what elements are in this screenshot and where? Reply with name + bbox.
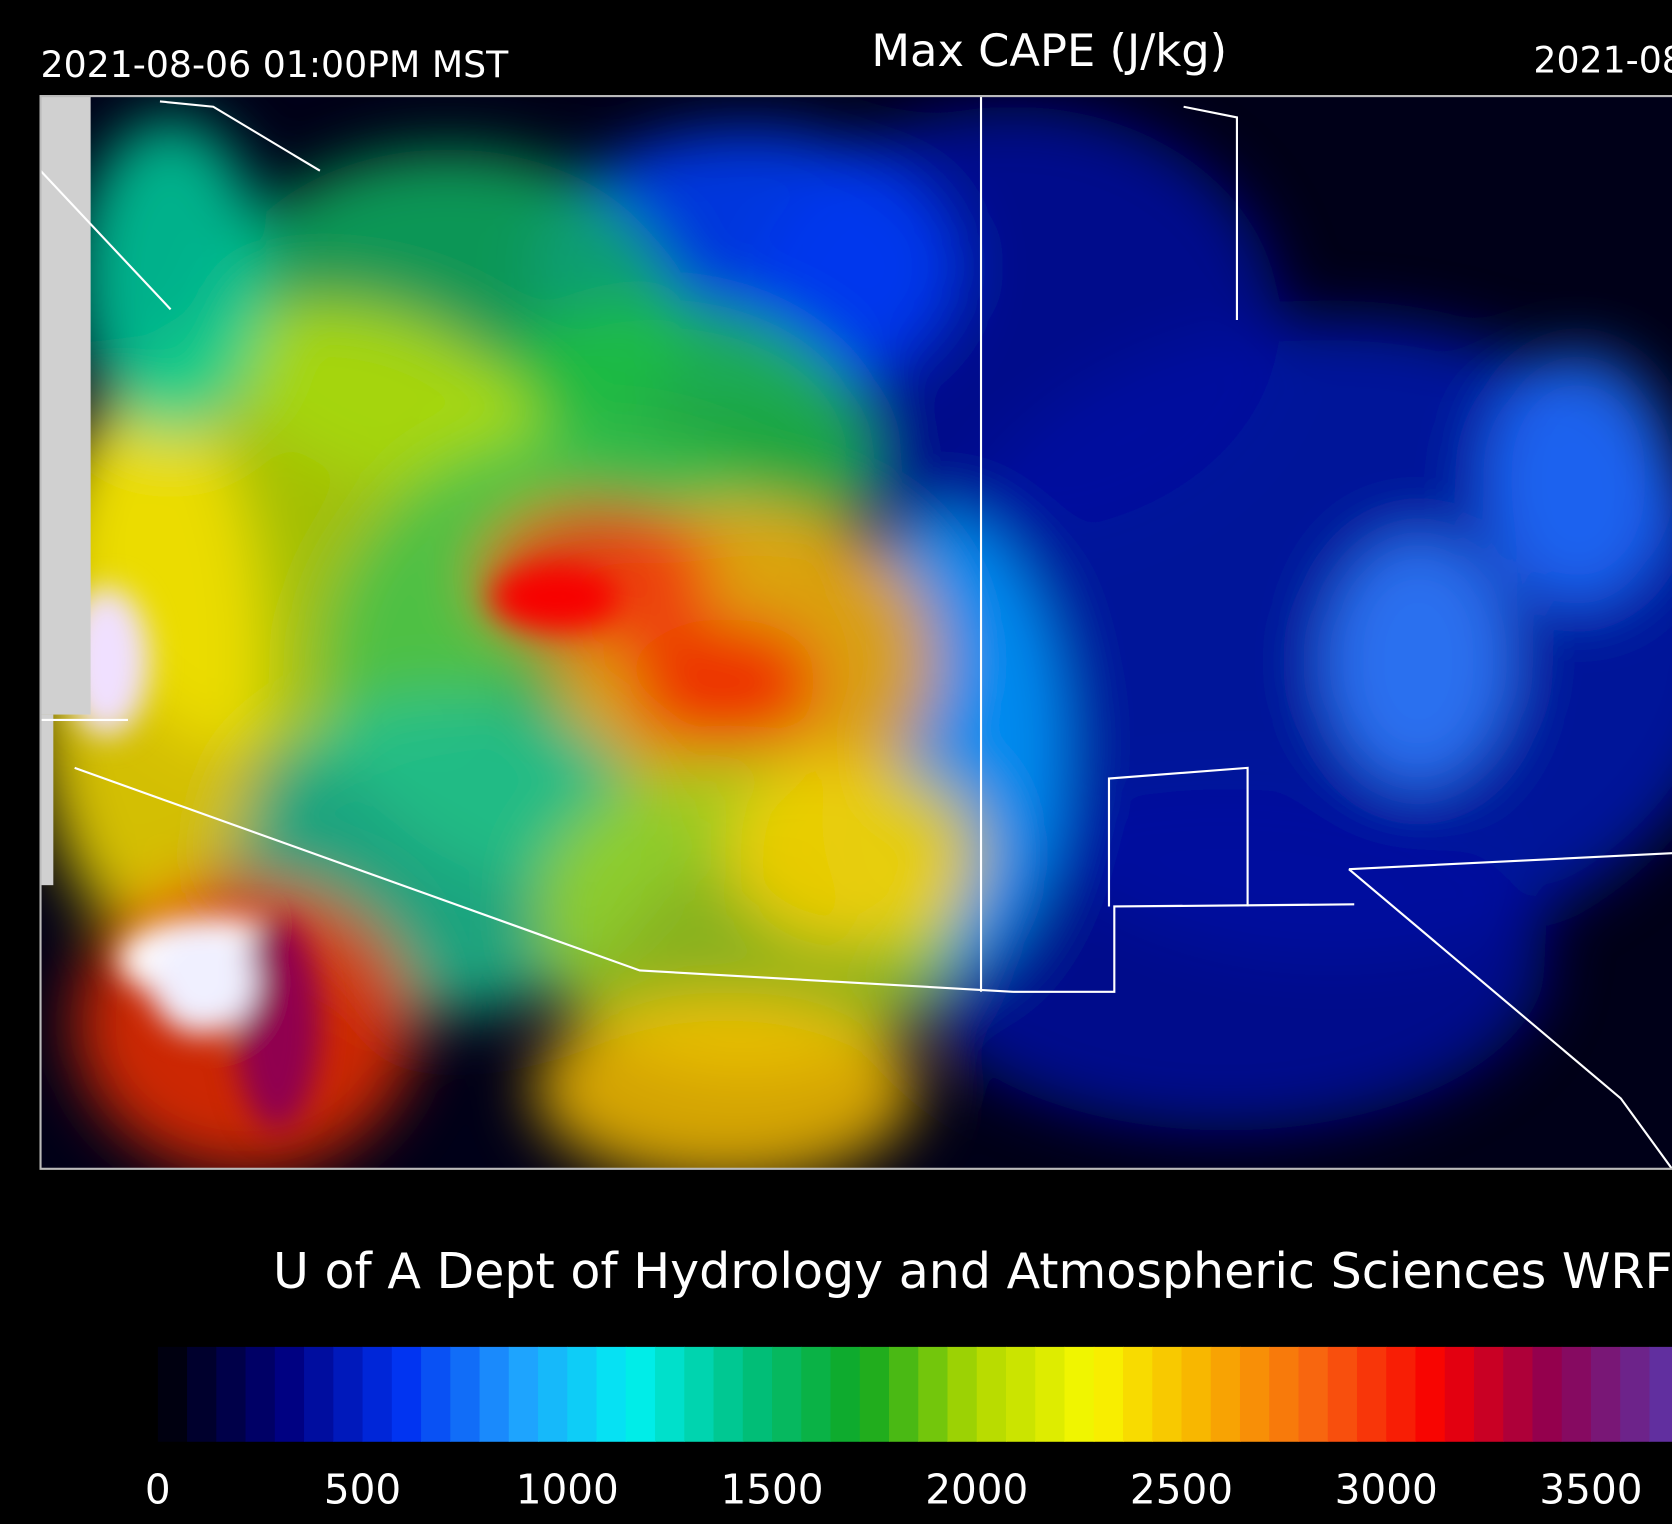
colorbar-swatch (1181, 1346, 1212, 1442)
boundary-line (40, 169, 172, 311)
colorbar-swatch (274, 1346, 305, 1442)
colorbar-swatch (157, 1346, 188, 1442)
cape-field (40, 96, 1672, 1169)
colorbar-swatch (1327, 1346, 1358, 1442)
boundary-line (159, 100, 321, 172)
credit: U of A Dept of Hydrology and Atmospheric… (273, 1242, 1672, 1300)
field-blob (234, 917, 320, 1131)
colorbar-tick-label: 2000 (925, 1466, 1028, 1514)
colorbar-tick-label: 0 (145, 1466, 171, 1514)
map-frame (39, 95, 1672, 1170)
no-data (40, 714, 54, 886)
no-data (40, 96, 91, 715)
colorbar-swatch (1210, 1346, 1241, 1442)
colorbar-swatch (508, 1346, 539, 1442)
field-blob (1482, 352, 1672, 608)
colorbar-swatch (713, 1346, 744, 1442)
colorbar-swatch (655, 1346, 685, 1442)
colorbar-tick-label: 3000 (1335, 1466, 1438, 1514)
boundary-line (1013, 903, 1355, 993)
colorbar-swatch (1064, 1346, 1095, 1442)
valid-time: 2021-08-06 01:00PM MST (41, 43, 510, 86)
colorbar-swatch (918, 1346, 949, 1442)
colorbar-swatch (1473, 1346, 1504, 1442)
colorbar-swatch (333, 1346, 364, 1442)
colorbar-swatch (187, 1346, 217, 1442)
boundary-line (1348, 868, 1672, 1169)
colorbar-swatch (1093, 1346, 1124, 1442)
field-blob (725, 757, 982, 950)
colorbar-swatch (450, 1346, 481, 1442)
boundary-line (74, 766, 1014, 993)
colorbar-swatch (479, 1346, 510, 1442)
colorbar: 0 500 1000 1500 2000 2500 3000 3500 (145, 1346, 1672, 1514)
colorbar-swatch (1298, 1346, 1329, 1442)
colorbar-tick-label: 1000 (516, 1466, 619, 1514)
colorbar-swatch (889, 1346, 919, 1442)
field-layer (40, 106, 1672, 1169)
colorbar-swatch (596, 1346, 627, 1442)
field-blob (629, 618, 822, 747)
colorbar-swatch (1122, 1346, 1153, 1442)
field-blob (533, 991, 917, 1169)
colorbar-swatch (1620, 1346, 1651, 1442)
colorbar-swatch (684, 1346, 715, 1442)
colorbar-swatch (538, 1346, 568, 1442)
field-blob (74, 117, 267, 438)
colorbar-swatch (216, 1346, 247, 1442)
colorbar-swatch (567, 1346, 598, 1442)
colorbar-swatch (1152, 1346, 1183, 1442)
colorbar-swatch (1532, 1346, 1563, 1442)
colorbar-swatch (742, 1346, 773, 1442)
colorbar-swatch (947, 1346, 978, 1442)
colorbar-swatch (1239, 1346, 1270, 1442)
colorbar-swatch (1415, 1346, 1446, 1442)
colorbar-tick-label: 500 (324, 1466, 401, 1514)
colorbar-swatch (1269, 1346, 1300, 1442)
colorbar-swatch (859, 1346, 890, 1442)
boundary-line (1348, 852, 1672, 871)
map-title: Max CAPE (J/kg) (871, 24, 1227, 77)
field-blob (490, 565, 619, 630)
field-blob (40, 384, 267, 939)
colorbar-swatch (1503, 1346, 1534, 1442)
colorbar-tick-label: 2500 (1130, 1466, 1233, 1514)
colorbar-tick-label: 3500 (1539, 1466, 1642, 1514)
colorbar-swatch (1649, 1346, 1672, 1442)
colorbar-swatch (1356, 1346, 1387, 1442)
colorbar-swatch (1561, 1346, 1592, 1442)
field-blob (149, 927, 256, 1035)
colorbar-swatch (362, 1346, 393, 1442)
colorbar-swatch (245, 1346, 276, 1442)
colorbar-swatch (625, 1346, 656, 1442)
colorbar-swatch (1006, 1346, 1036, 1442)
colorbar-swatch (421, 1346, 451, 1442)
colorbar-swatch (1590, 1346, 1621, 1442)
field-blob (1322, 533, 1515, 790)
colorbar-swatch (1035, 1346, 1066, 1442)
boundary-line (1183, 105, 1239, 321)
colorbar-swatch (801, 1346, 832, 1442)
colorbar-swatch (1386, 1346, 1417, 1442)
boundary-line (1107, 766, 1249, 907)
colorbar-swatch (304, 1346, 334, 1442)
colorbar-swatch (1444, 1346, 1475, 1442)
init-time: 2021-08 (1533, 39, 1672, 82)
field-detail (63, 565, 619, 1131)
field-blob (906, 789, 1547, 1131)
colorbar-tick-label: 1500 (720, 1466, 823, 1514)
colorbar-swatch (976, 1346, 1007, 1442)
colorbar-swatch (391, 1346, 422, 1442)
colorbar-swatch (830, 1346, 861, 1442)
colorbar-swatch (772, 1346, 802, 1442)
